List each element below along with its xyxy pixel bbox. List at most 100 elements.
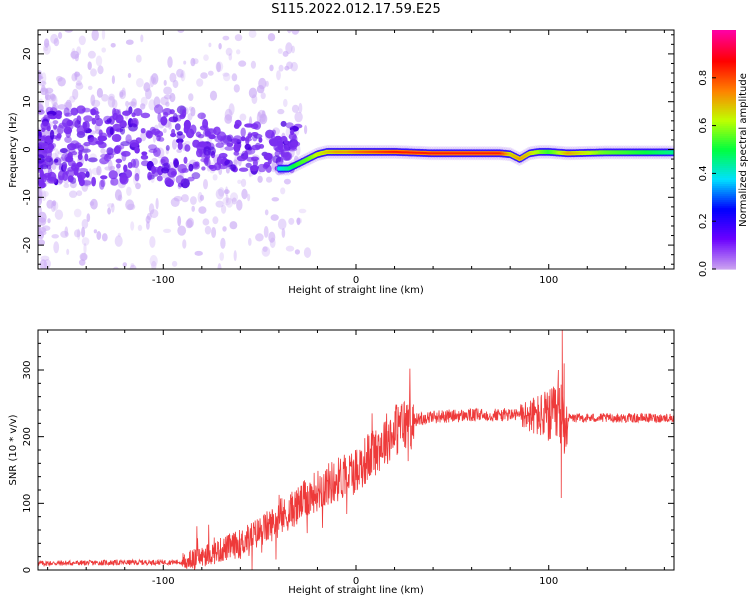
- spectrogram-plot-area: [38, 0, 674, 301]
- noise-blob: [225, 186, 229, 197]
- noise-blob: [238, 60, 247, 67]
- x-tick-label: -100: [152, 576, 175, 587]
- signal-blob: [64, 154, 73, 163]
- colorbar-step: [712, 65, 736, 69]
- noise-blob: [38, 104, 44, 110]
- noise-blob: [159, 287, 168, 296]
- noise-blob: [83, 243, 87, 255]
- noise-blob: [225, 47, 233, 56]
- noise-blob: [152, 9, 157, 18]
- noise-blob: [225, 167, 230, 174]
- noise-blob: [303, 247, 312, 258]
- signal-blob: [196, 143, 206, 151]
- noise-blob: [286, 30, 292, 34]
- noise-blob: [228, 103, 235, 116]
- noise-blob: [290, 61, 298, 72]
- colorbar-step: [712, 189, 736, 192]
- colorbar-step: [712, 83, 736, 87]
- noise-blob: [185, 219, 193, 229]
- noise-blob: [188, 16, 193, 26]
- x-tick-label: 0: [353, 275, 359, 286]
- signal-blob: [135, 137, 142, 144]
- noise-blob: [125, 199, 135, 211]
- noise-blob: [270, 214, 279, 221]
- noise-blob: [145, 88, 152, 100]
- noise-blob: [194, 22, 198, 28]
- signal-blob: [134, 146, 140, 154]
- colorbar-step: [712, 175, 736, 178]
- colorbar-step: [712, 193, 736, 196]
- noise-blob: [111, 203, 115, 213]
- noise-blob: [172, 139, 177, 150]
- colorbar-step: [712, 217, 736, 220]
- noise-blob: [218, 187, 225, 197]
- noise-blob: [220, 237, 226, 249]
- noise-blob: [39, 3, 42, 10]
- signal-blob: [172, 112, 178, 123]
- colorbar-step: [712, 105, 736, 109]
- noise-blob: [101, 94, 109, 102]
- noise-blob: [44, 269, 49, 277]
- noise-blob: [93, 229, 98, 234]
- noise-blob: [200, 72, 208, 79]
- noise-blob: [276, 70, 281, 81]
- colorbar-step: [712, 37, 736, 41]
- signal-blob: [177, 141, 183, 150]
- noise-blob: [213, 0, 220, 6]
- noise-blob: [283, 98, 288, 108]
- signal-blob: [233, 151, 240, 156]
- colorbar-step: [712, 227, 736, 230]
- noise-blob: [234, 285, 243, 294]
- noise-blob: [221, 204, 227, 214]
- noise-blob: [93, 283, 98, 292]
- signal-blob: [224, 146, 234, 151]
- signal-blob: [232, 135, 243, 143]
- signal-blob: [272, 155, 282, 164]
- signal-blob: [251, 132, 259, 137]
- colorbar-step: [712, 179, 736, 182]
- colorbar-step: [712, 87, 736, 91]
- noise-blob: [96, 231, 102, 240]
- noise-blob: [110, 1, 114, 11]
- noise-blob: [288, 217, 295, 225]
- colorbar-step: [712, 55, 736, 59]
- colorbar-step: [712, 161, 736, 165]
- noise-blob: [228, 53, 233, 61]
- signal-blob: [183, 125, 189, 134]
- x-tick-label: 100: [539, 275, 558, 286]
- noise-blob: [229, 221, 238, 230]
- noise-blob: [55, 75, 63, 82]
- noise-blob: [58, 32, 63, 39]
- y-tick-label: -20: [22, 237, 33, 253]
- colorbar-step: [712, 107, 736, 111]
- signal-blob: [119, 126, 126, 135]
- noise-blob: [264, 209, 269, 216]
- signal-blob: [140, 154, 149, 160]
- colorbar-step: [712, 131, 736, 135]
- noise-blob: [177, 30, 185, 33]
- signal-blob: [176, 138, 184, 144]
- signal-blob: [116, 163, 121, 169]
- signal-blob: [233, 123, 240, 129]
- noise-blob: [112, 266, 119, 269]
- signal-blob: [132, 158, 140, 169]
- noise-blob: [90, 68, 97, 77]
- colorbar-step: [712, 163, 736, 167]
- noise-blob: [296, 217, 303, 224]
- signal-blob: [41, 127, 46, 133]
- noise-blob: [151, 73, 159, 85]
- signal-blob: [119, 173, 128, 184]
- colorbar-step: [712, 243, 736, 246]
- colorbar-step: [712, 199, 736, 202]
- signal-blob: [64, 112, 73, 117]
- noise-blob: [79, 252, 88, 261]
- noise-blob: [74, 71, 80, 77]
- colorbar-step: [712, 235, 736, 238]
- signal-blob: [68, 148, 76, 153]
- noise-blob: [225, 195, 229, 204]
- signal-blob: [204, 130, 211, 137]
- noise-blob: [121, 291, 125, 301]
- noise-blob: [231, 73, 238, 82]
- noise-blob: [163, 128, 167, 134]
- noise-blob: [55, 148, 59, 160]
